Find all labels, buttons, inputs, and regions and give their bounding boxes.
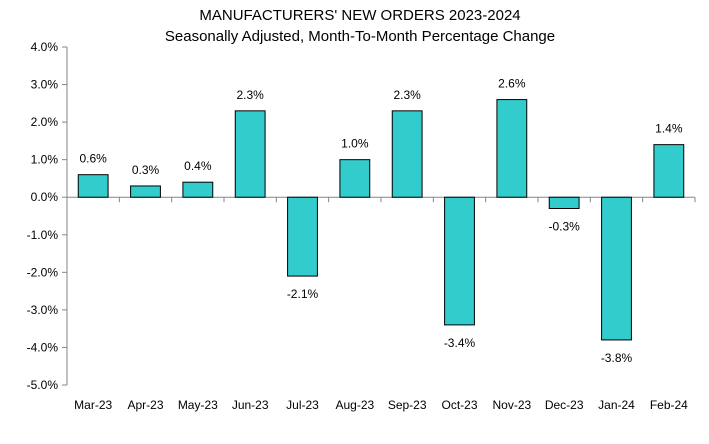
bar — [130, 185, 161, 198]
x-tick-label: Dec-23 — [545, 398, 584, 412]
data-label: -0.3% — [548, 219, 580, 233]
bar — [182, 181, 214, 198]
data-label: 2.6% — [498, 77, 526, 91]
bar — [444, 196, 475, 326]
x-tick-label: Nov-23 — [492, 398, 531, 412]
plot-area: 4.0% 3.0% 2.0% 1.0% 0.0% -1.0% -2.0% -3.0% -4.0%… — [27, 40, 696, 412]
bar — [601, 196, 632, 341]
bar — [234, 110, 266, 198]
data-label: 0.4% — [184, 159, 212, 173]
data-label: -3.4% — [444, 336, 476, 350]
x-tick-label: May-23 — [178, 398, 218, 412]
y-tick-label: 3.0% — [31, 78, 59, 92]
y-tick-label: -3.0% — [27, 303, 59, 317]
y-tick-label: 1.0% — [31, 153, 59, 167]
x-tick-label: Jul-23 — [286, 398, 319, 412]
data-label: 1.4% — [655, 122, 683, 136]
bar — [548, 196, 580, 209]
x-tick-label: Jan-24 — [598, 398, 635, 412]
bar — [339, 159, 371, 198]
x-tick-label: Apr-23 — [127, 398, 163, 412]
x-tick-label: Aug-23 — [335, 398, 374, 412]
bar — [77, 174, 109, 198]
bar — [287, 196, 318, 277]
x-tick-label: Mar-23 — [74, 398, 112, 412]
chart-title: MANUFACTURERS' NEW ORDERS 2023-2024 — [199, 7, 520, 24]
y-tick-label: -4.0% — [27, 340, 59, 354]
y-tick-label: -5.0% — [27, 378, 59, 392]
y-tick-label: -1.0% — [27, 228, 59, 242]
x-tick-label: Oct-23 — [441, 398, 477, 412]
y-tick-label: 2.0% — [31, 115, 59, 129]
bar — [391, 110, 423, 198]
data-label: 0.6% — [79, 152, 107, 166]
data-label: 2.3% — [236, 88, 264, 102]
data-label: 1.0% — [341, 137, 369, 151]
bar — [496, 99, 528, 198]
chart-subtitle: Seasonally Adjusted, Month-To-Month Perc… — [165, 28, 555, 45]
y-tick-label: -2.0% — [27, 265, 59, 279]
x-tick-label: Feb-24 — [650, 398, 688, 412]
data-label: 2.3% — [393, 88, 421, 102]
data-label: -3.8% — [601, 351, 633, 365]
x-tick-label: Sep-23 — [388, 398, 427, 412]
data-label: 0.3% — [132, 163, 160, 177]
y-tick-label: 0.0% — [31, 190, 59, 204]
bar — [653, 144, 685, 198]
x-tick-label: Jun-23 — [232, 398, 269, 412]
y-tick-label: 4.0% — [31, 40, 59, 54]
data-label: -2.1% — [287, 287, 319, 301]
